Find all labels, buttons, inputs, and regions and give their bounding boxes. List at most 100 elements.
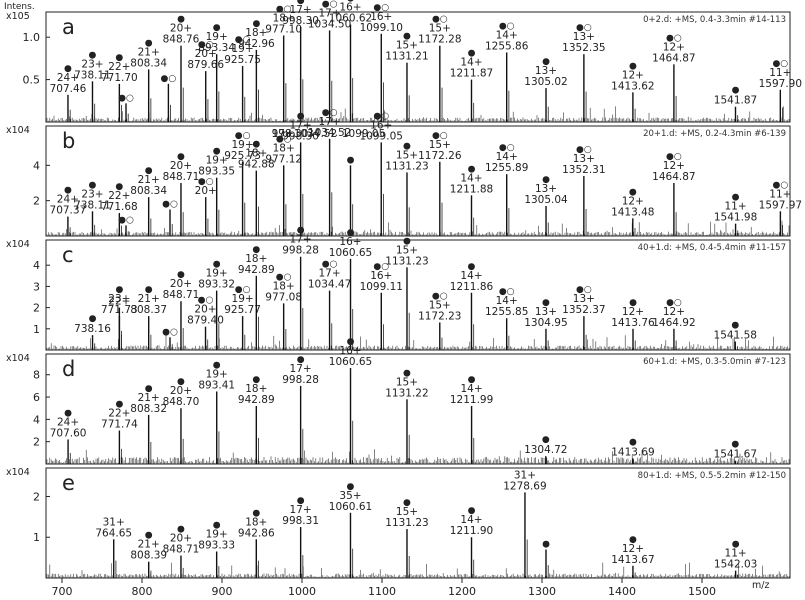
peak-marker: ●○ (276, 5, 292, 15)
peak-mz-label: 738.11 (74, 69, 111, 81)
peak-marker: ● (115, 53, 123, 63)
peak-mz-label: 1352.31 (562, 164, 605, 176)
peak-marker: ● (468, 506, 476, 516)
peak-mz-label: 1211.99 (450, 394, 493, 406)
peak-marker: ● (89, 314, 97, 324)
peak-mz-label: 1541.98 (714, 212, 757, 224)
peak-marker: ●○ (666, 33, 682, 43)
peak-charge-label: 20+ (170, 160, 192, 172)
panel-letter: d (62, 357, 75, 381)
peak-marker: ● (629, 535, 637, 545)
peak-charge-label: 12+ (622, 69, 644, 81)
peak-mz-label: 998.28 (282, 374, 319, 386)
peak-mz-label: 925.73 (224, 150, 261, 162)
peak-charge-label: 18+ (245, 383, 267, 395)
peak-marker: ● (468, 164, 476, 174)
peak-marker: ● (297, 355, 305, 365)
peak-marker: ● (629, 437, 637, 447)
peak-marker: ● (347, 482, 355, 492)
peak-marker: ●○ (499, 21, 515, 31)
peak-charge-label: 19+ (206, 268, 228, 280)
peak-marker: ● (403, 368, 411, 378)
baseline-noise (46, 449, 790, 464)
peak-marker: ●○ (276, 272, 292, 282)
panel-letter: c (62, 243, 74, 267)
peak-marker: ● (542, 175, 550, 185)
peak-charge-label: 22+ (108, 296, 130, 308)
peak-mz-label: 1131.23 (385, 517, 428, 529)
peak-mz-label: 1352.37 (562, 304, 605, 316)
peak-marker: ●○ (499, 287, 515, 297)
peak-marker: ● (177, 270, 185, 280)
peak-charge-label: 15+ (396, 376, 418, 388)
y-tick-label: 1 (33, 531, 40, 544)
y-tick-label: 4 (33, 413, 40, 426)
peak-mz-label: 1304.95 (524, 317, 567, 329)
peak-marker: ● (347, 337, 355, 347)
peak-marker: ● (542, 57, 550, 67)
peak-charge-label: 18+ (273, 280, 295, 292)
peak-marker: ●○ (162, 200, 178, 210)
peak-marker: ●○ (118, 93, 134, 103)
peak-charge-label: 14+ (496, 295, 518, 307)
y-multiplier: x104 (6, 353, 30, 364)
peak-charge-label: 19+ (231, 139, 253, 151)
panel-a: 0.5 1.0 x105 a 0+2.d: +MS, 0.4-3.3min #14-11… (6, 0, 802, 123)
peak-marker: ●○ (576, 145, 592, 155)
peak-marker: ●○ (576, 285, 592, 295)
peak-charge-label: 21+ (138, 539, 160, 551)
peak-mz-label: 764.65 (95, 527, 132, 539)
peak-mz-label: 1131.21 (385, 51, 428, 63)
peak-mz-label: 1211.86 (450, 281, 494, 293)
peak-mz-label: 977.12 (265, 153, 302, 165)
peak-mz-label: 893.33 (198, 540, 235, 552)
peak-mz-label: 1413.67 (611, 554, 654, 566)
peak-mz-label: 1099.05 (360, 130, 403, 142)
peak-marker: ●○ (432, 15, 448, 25)
peak-charge-label: 20+ (195, 185, 217, 197)
peak-charge-label: 20+ (170, 385, 192, 397)
peak-mz-label: 738.16 (74, 323, 111, 335)
peak-charge-label: 15+ (396, 244, 418, 256)
peak-charge-label: 12+ (663, 41, 685, 53)
panel-b: 2 4 x104 b 20+1.d: +MS, 0.2-4.3min #6-139 707… (6, 108, 802, 237)
peak-charge-label: 23+ (81, 188, 103, 200)
peak-mz-label: 1255.85 (485, 306, 528, 318)
peak-marker: ● (732, 193, 740, 203)
peak-marker: ● (89, 180, 97, 190)
peak-charge-label: 14+ (460, 514, 482, 526)
peak-mz-label: 1131.22 (385, 387, 428, 399)
peak-charge-label: 21+ (138, 392, 160, 404)
peak-mz-label: 808.32 (130, 403, 167, 415)
peak-marker: ●○ (198, 296, 214, 306)
peak-mz-label: 977.08 (265, 291, 302, 303)
peak-charge-label: 13+ (535, 65, 557, 77)
peak-mz-label: 1597.97 (759, 199, 802, 211)
peak-charge-label: 16+ (370, 11, 392, 23)
peak-mz-label: 848.71 (163, 171, 200, 183)
peak-mz-label: 1464.92 (652, 317, 695, 329)
peak-marker: ● (213, 147, 221, 157)
peak-charge-label: 21+ (138, 46, 160, 58)
acquisition-info: 60+1.d: +MS, 0.3-5.0min #7-123 (643, 357, 786, 367)
peak-charge-label: 18+ (273, 142, 295, 154)
peak-charge-label: 11+ (769, 188, 791, 200)
peak-marker: ● (403, 236, 411, 246)
peak-marker: ● (403, 498, 411, 508)
y-tick-label: 2 (33, 490, 40, 503)
peak-mz-label: 1541.67 (714, 449, 757, 461)
x-axis-label: m/z (752, 580, 770, 591)
peak-charge-label: 16+ (370, 119, 392, 131)
y-tick-label: 2 (33, 195, 40, 208)
peak-marker: ● (542, 298, 550, 308)
peak-charge-label: 17+ (290, 504, 312, 516)
peak-charge-label: 15+ (396, 506, 418, 518)
baseline-noise (46, 334, 790, 350)
peak-marker: ● (403, 32, 411, 42)
x-tick-label: 800 (132, 585, 153, 598)
y-tick-label: 4 (33, 259, 40, 272)
peak-marker: ● (403, 141, 411, 151)
peak-mz-label: 893.32 (198, 279, 235, 291)
peak-mz-label: 942.89 (238, 394, 275, 406)
